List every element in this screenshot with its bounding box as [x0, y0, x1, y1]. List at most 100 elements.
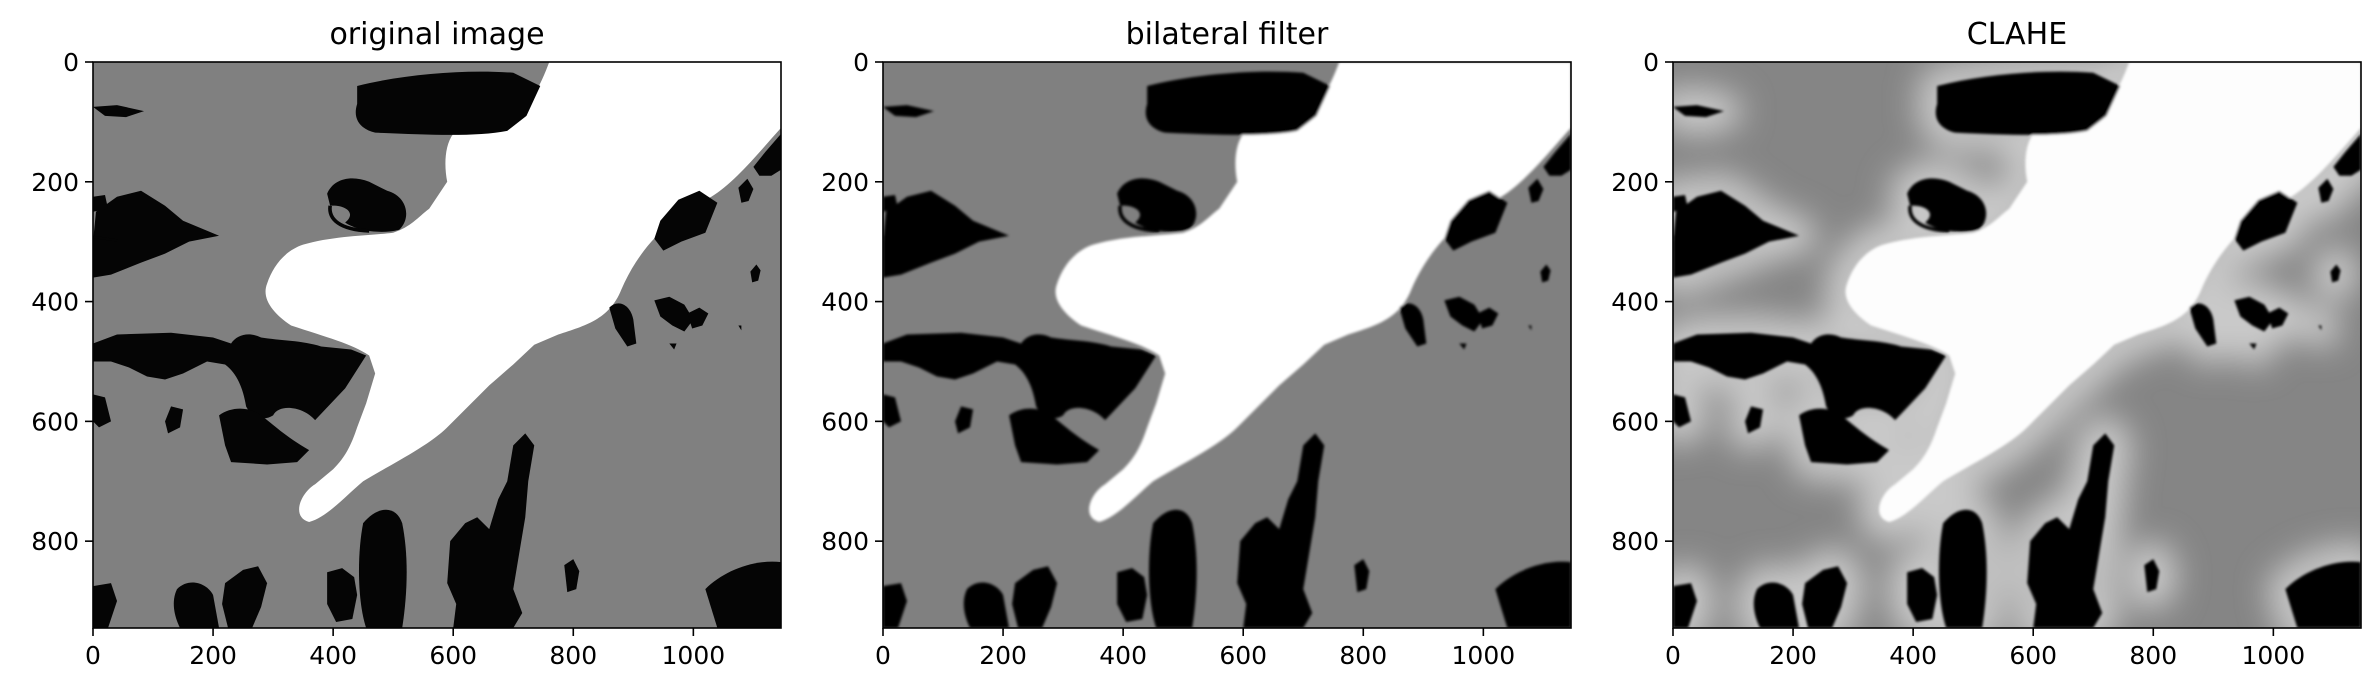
dark-region — [1148, 509, 1197, 628]
dark-outline — [328, 205, 370, 233]
dark-region — [753, 133, 781, 176]
dark-region — [883, 105, 935, 118]
dark-region — [883, 194, 899, 212]
dark-region — [609, 303, 637, 347]
bright-region — [265, 62, 781, 522]
dark-region — [358, 509, 407, 628]
x-tick-label: 1000 — [2242, 641, 2306, 670]
image-content — [1673, 62, 2361, 628]
dark-region — [219, 408, 310, 465]
x-tick-label: 400 — [309, 641, 357, 670]
dark-region — [883, 190, 1010, 278]
x-tick-label: 800 — [1339, 641, 1387, 670]
dark-region — [1935, 71, 2121, 135]
dark-region — [883, 332, 1157, 421]
dark-region — [2144, 559, 2160, 593]
dark-region — [1354, 559, 1370, 593]
dark-region — [1907, 178, 1987, 232]
dark-region — [1673, 105, 1725, 118]
dark-region — [1673, 583, 1698, 628]
x-tick-label: 1000 — [1452, 641, 1516, 670]
y-axis: 0 200 400 600 800 — [1611, 48, 1673, 556]
y-tick-label: 0 — [853, 48, 869, 77]
panel-bilateral-filter: bilateral filter 0 200 400 600 800 1000 0 200 4… — [821, 17, 1572, 670]
dark-region — [1237, 433, 1325, 628]
panel-title: bilateral filter — [1126, 17, 1329, 52]
image-content — [883, 62, 1571, 628]
dark-outline — [93, 235, 118, 242]
y-tick-label: 200 — [31, 168, 79, 197]
dark-region — [1399, 303, 1427, 347]
dark-region — [1799, 408, 1890, 465]
x-tick-label: 1000 — [662, 641, 726, 670]
axes-frame — [882, 61, 1572, 629]
dark-region — [1444, 296, 1484, 332]
dark-region — [1543, 133, 1571, 176]
dark-region — [955, 406, 974, 434]
x-tick-label: 0 — [85, 641, 101, 670]
dark-region — [93, 394, 112, 428]
dark-region — [1540, 264, 1551, 283]
x-tick-label: 600 — [429, 641, 477, 670]
image-content — [93, 62, 781, 628]
dark-region — [2027, 433, 2115, 628]
dark-region — [355, 71, 541, 135]
dark-region — [883, 583, 908, 628]
dark-region — [1753, 582, 1800, 628]
y-tick-label: 600 — [31, 407, 79, 436]
image-area — [883, 62, 1571, 628]
dark-region — [654, 296, 694, 332]
dark-region — [1673, 332, 1947, 421]
y-tick-label: 400 — [821, 288, 869, 317]
y-axis: 0 200 400 600 800 — [821, 48, 883, 556]
dark-region — [1009, 408, 1100, 465]
x-tick-label: 200 — [1769, 641, 1817, 670]
dark-region — [165, 406, 184, 434]
dark-region — [1528, 178, 1544, 203]
axes-frame — [92, 61, 782, 629]
dark-region — [1145, 71, 1331, 135]
y-tick-label: 800 — [1611, 527, 1659, 556]
dark-region — [738, 178, 754, 203]
dark-region — [2189, 303, 2217, 347]
dark-region — [2318, 178, 2334, 203]
dark-region — [750, 264, 761, 283]
y-tick-label: 0 — [63, 48, 79, 77]
bright-region — [1055, 62, 1571, 522]
dark-region — [327, 568, 358, 623]
x-tick-label: 800 — [2129, 641, 2177, 670]
dark-region — [654, 190, 718, 251]
y-tick-label: 400 — [1611, 288, 1659, 317]
panel-original-image: original image 0 200 400 600 800 1000 0 200 400… — [31, 17, 782, 670]
dark-region — [687, 307, 709, 329]
dark-region — [1938, 509, 1987, 628]
x-tick-label: 0 — [875, 641, 891, 670]
x-tick-label: 400 — [1889, 641, 1937, 670]
x-tick-label: 0 — [1665, 641, 1681, 670]
dark-region — [705, 561, 781, 628]
y-tick-label: 600 — [1611, 407, 1659, 436]
dark-outline — [1118, 205, 1160, 233]
dark-region — [2333, 133, 2361, 176]
dark-outline — [883, 235, 908, 242]
dark-region — [1673, 394, 1692, 428]
dark-region — [1117, 568, 1148, 623]
bright-region — [1845, 62, 2361, 522]
dark-region — [883, 394, 902, 428]
dark-region — [2234, 296, 2274, 332]
dark-region — [564, 559, 580, 593]
y-tick-label: 400 — [31, 288, 79, 317]
x-tick-label: 200 — [189, 641, 237, 670]
panel-title: CLAHE — [1967, 17, 2067, 52]
dark-region — [1745, 406, 1764, 434]
dark-region — [1802, 566, 1848, 628]
dark-region — [327, 178, 407, 232]
dark-region — [2285, 561, 2361, 628]
dark-outline — [1908, 205, 1950, 233]
y-tick-label: 800 — [31, 527, 79, 556]
dark-outline — [1673, 235, 1698, 242]
y-axis: 0 200 400 600 800 — [31, 48, 93, 556]
x-tick-label: 200 — [979, 641, 1027, 670]
dark-region — [1907, 568, 1938, 623]
